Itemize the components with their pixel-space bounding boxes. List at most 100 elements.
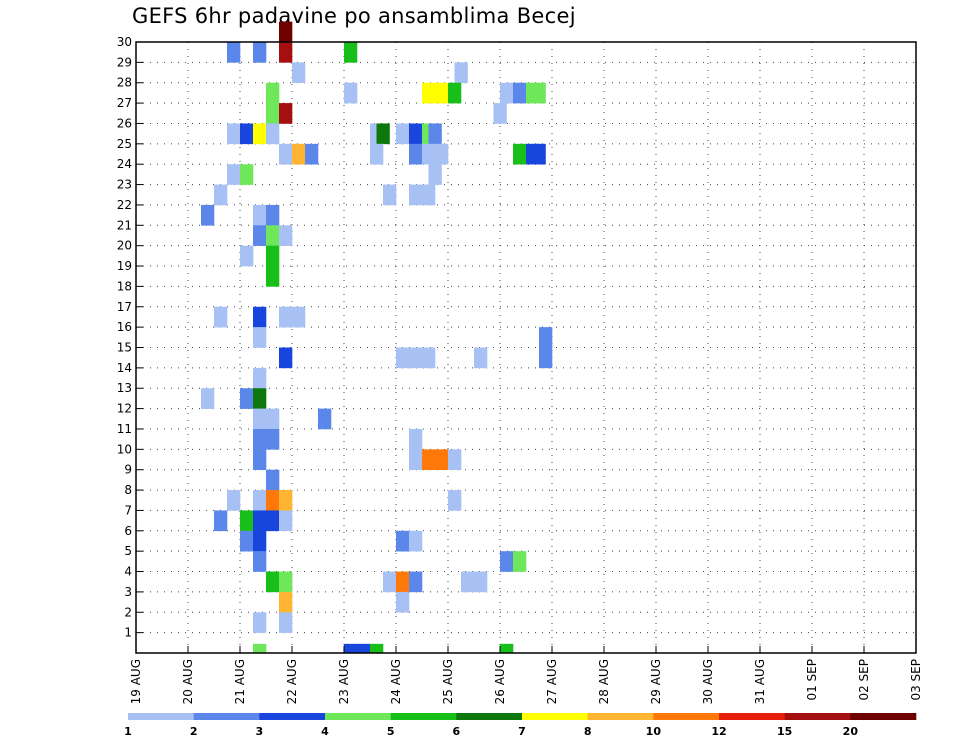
heatmap-cell	[344, 82, 358, 104]
heatmap-cell	[240, 245, 254, 267]
heatmap-cell	[292, 62, 306, 84]
x-tick-label: 03 SEP	[909, 659, 923, 701]
heatmap-cell	[279, 306, 293, 328]
heatmap-cell	[396, 591, 410, 613]
heatmap-cell	[227, 164, 241, 185]
heatmap-cell	[266, 123, 280, 145]
heatmap-cell	[428, 164, 442, 185]
y-tick-label: 8	[124, 483, 132, 497]
x-tick-label: 19 AUG	[129, 659, 143, 704]
chart-title: GEFS 6hr padavine po ansamblima Becej	[132, 4, 576, 28]
heatmap-cell	[409, 449, 423, 470]
heatmap-cell	[409, 143, 423, 165]
heatmap-cell	[240, 388, 254, 409]
heatmap-cell	[253, 530, 267, 552]
colorbar-swatch	[456, 713, 523, 720]
heatmap-cell	[376, 123, 390, 145]
y-tick-label: 3	[124, 585, 132, 599]
y-tick-label: 23	[117, 178, 132, 192]
heatmap-cell	[253, 643, 267, 654]
colorbar-label: 15	[777, 725, 792, 738]
y-tick-label: 29	[117, 55, 132, 69]
heatmap-cell	[344, 643, 358, 654]
heatmap-cell	[409, 530, 423, 552]
heatmap-cell	[240, 510, 254, 532]
colorbar-swatch	[850, 713, 917, 720]
colorbar-swatch	[522, 713, 588, 720]
colorbar-label: 7	[518, 725, 526, 738]
heatmap-cell	[253, 42, 267, 63]
heatmap-cell	[253, 510, 267, 532]
x-tick-label: 26 AUG	[493, 659, 507, 704]
y-tick-label: 16	[117, 320, 132, 334]
y-tick-label: 9	[124, 463, 132, 477]
heatmap-cell	[279, 103, 293, 124]
x-tick-label: 25 AUG	[441, 659, 455, 704]
y-tick-label: 28	[117, 76, 132, 90]
colorbar-label: 8	[584, 725, 592, 738]
heatmap-cell	[383, 571, 397, 593]
heatmap-cell	[201, 388, 215, 409]
heatmap-cell	[253, 388, 267, 409]
heatmap-cell	[240, 164, 254, 185]
colorbar-label: 3	[256, 725, 264, 738]
colorbar-label: 12	[711, 725, 726, 738]
heatmap-cell	[266, 408, 280, 430]
colorbar-label: 20	[843, 725, 859, 738]
heatmap-cell	[279, 42, 293, 63]
heatmap-cell	[539, 327, 553, 348]
heatmap-cell	[279, 347, 293, 369]
heatmap-cell	[370, 643, 384, 654]
heatmap-cell	[422, 347, 436, 369]
y-tick-label: 4	[124, 565, 132, 579]
colorbar-swatch	[325, 713, 391, 720]
heatmap-cell	[318, 408, 332, 430]
heatmap-cell	[266, 225, 280, 246]
heatmap-cell	[266, 490, 280, 511]
heatmap-cell	[292, 143, 306, 165]
heatmap-cell	[266, 571, 280, 593]
heatmap-cell	[422, 184, 436, 206]
colorbar-label: 1	[124, 725, 132, 738]
x-tick-label: 28 AUG	[597, 659, 611, 704]
heatmap-cell	[461, 571, 475, 593]
x-tick-label: 24 AUG	[389, 659, 403, 704]
heatmap-cell	[227, 123, 241, 145]
heatmap-cell	[532, 82, 546, 104]
heatmap-cell	[253, 327, 267, 348]
heatmap-cell	[532, 143, 546, 165]
y-tick-label: 19	[117, 259, 132, 273]
heatmap-cell	[240, 530, 254, 552]
heatmap-cell	[422, 82, 436, 104]
heatmap-cell	[474, 347, 488, 369]
x-tick-label: 31 AUG	[753, 659, 767, 704]
x-tick-label: 23 AUG	[337, 659, 351, 704]
heatmap-cell	[253, 612, 267, 633]
heatmap-cell	[448, 82, 462, 104]
y-tick-label: 17	[117, 300, 132, 314]
x-tick-label: 21 AUG	[233, 659, 247, 704]
y-tick-label: 10	[117, 442, 132, 456]
heatmap-cell	[266, 266, 280, 287]
heatmap-cell	[474, 571, 488, 593]
heatmap-cell	[214, 306, 228, 328]
heatmap-cells	[201, 21, 553, 654]
colorbar-label: 4	[321, 725, 329, 738]
heatmap-cell	[493, 103, 507, 124]
x-tick-label: 01 SEP	[805, 659, 819, 701]
x-tick-label: 27 AUG	[545, 659, 559, 704]
heatmap-cell	[201, 204, 215, 226]
colorbar-swatch	[193, 713, 260, 720]
heatmap-cell	[253, 408, 267, 430]
heatmap-cell	[279, 143, 293, 165]
heatmap-cell	[266, 469, 280, 491]
heatmap-cell	[454, 62, 468, 84]
heatmap-cell	[344, 42, 358, 63]
y-axis-ticks: 1234567891011121314151617181920212223242…	[117, 35, 143, 640]
heatmap-cell	[513, 143, 527, 165]
heatmap-cell	[214, 184, 228, 206]
y-tick-label: 6	[124, 524, 132, 538]
heatmap-cell	[253, 306, 267, 328]
y-tick-label: 22	[117, 198, 132, 212]
